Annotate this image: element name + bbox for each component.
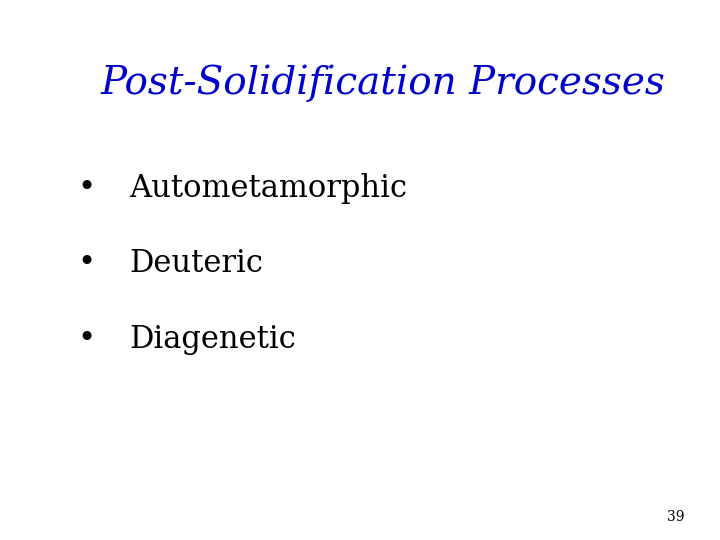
Text: Post-Solidification Processes: Post-Solidification Processes <box>101 65 666 102</box>
Text: •: • <box>77 324 96 355</box>
Text: •: • <box>77 173 96 204</box>
Text: 39: 39 <box>667 510 684 524</box>
Text: Autometamorphic: Autometamorphic <box>130 173 408 204</box>
Text: Deuteric: Deuteric <box>130 248 264 279</box>
Text: •: • <box>77 248 96 279</box>
Text: Diagenetic: Diagenetic <box>130 324 297 355</box>
